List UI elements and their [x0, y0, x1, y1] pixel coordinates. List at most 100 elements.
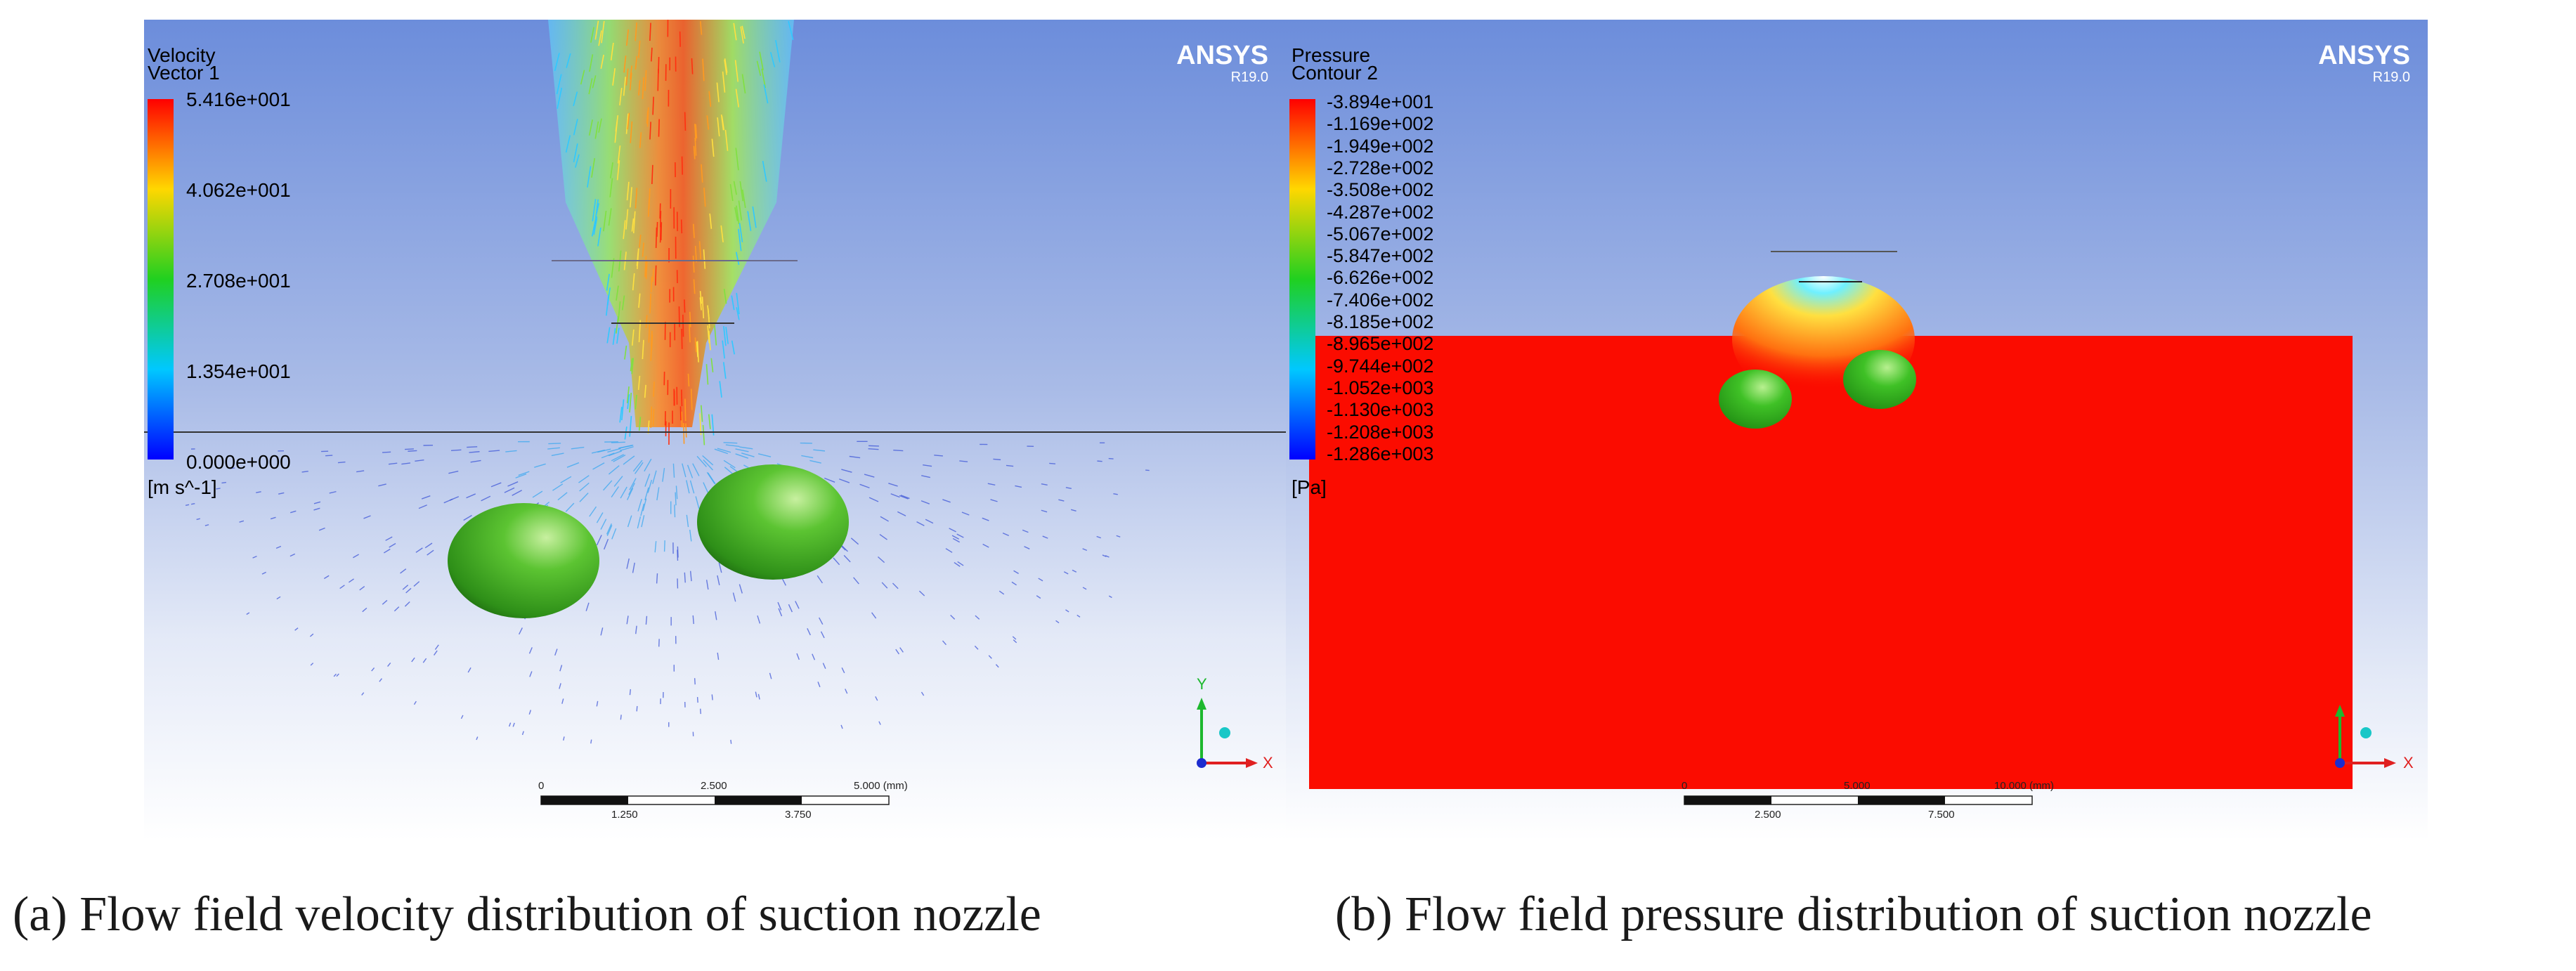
velocity-vector: [711, 138, 715, 157]
velocity-vector: [382, 599, 388, 605]
velocity-vector: [613, 476, 623, 487]
velocity-vector: [422, 658, 427, 663]
legend-tick: 4.062e+001: [186, 179, 291, 201]
velocity-vector: [580, 70, 585, 85]
velocity-vector: [990, 499, 998, 502]
velocity-vector: [656, 573, 658, 584]
velocity-vector: [649, 22, 651, 41]
velocity-vector: [629, 393, 632, 413]
velocity-vector: [738, 200, 743, 221]
velocity-vector: [921, 691, 925, 696]
velocity-vector: [621, 399, 625, 421]
velocity-vector: [626, 615, 629, 625]
velocity-vector: [895, 649, 900, 655]
velocity-vector: [573, 143, 578, 162]
velocity-vector: [591, 221, 596, 237]
velocity-vector: [639, 234, 642, 248]
velocity-vector: [278, 492, 285, 495]
velocity-vector: [707, 308, 710, 329]
velocity-vector: [739, 223, 743, 242]
velocity-vector: [690, 389, 693, 410]
velocity-vector: [684, 572, 686, 583]
velocity-vector: [736, 252, 740, 266]
velocity-vector: [757, 693, 760, 700]
velocity-vector: [724, 59, 727, 75]
velocity-vector: [612, 67, 616, 86]
velocity-vector: [644, 487, 649, 501]
version-label: R19.0: [1230, 70, 1268, 85]
velocity-vector: [871, 612, 877, 619]
velocity-vector: [1082, 548, 1088, 552]
velocity-vector: [624, 345, 627, 360]
velocity-vector: [755, 691, 757, 698]
velocity-vector: [401, 462, 411, 465]
velocity-vector: [735, 89, 739, 107]
velocity-vector: [638, 40, 641, 58]
velocity-vector: [644, 458, 652, 472]
velocity-vector: [759, 51, 764, 70]
velocity-vector: [1012, 636, 1017, 640]
legend-tick: -4.287e+002: [1327, 201, 1434, 223]
velocity-vector: [788, 20, 794, 41]
velocity-vector: [507, 481, 519, 487]
velocity-vector: [481, 495, 491, 502]
velocity-vector: [611, 486, 620, 498]
velocity-vector: [573, 91, 578, 107]
velocity-vector: [708, 91, 712, 107]
velocity-vector: [714, 448, 729, 455]
velocity-vector: [363, 515, 371, 519]
scale-bar-seg: [1684, 796, 1771, 804]
velocity-vector: [1058, 499, 1065, 502]
velocity-vector: [1072, 569, 1077, 573]
velocity-vector: [841, 667, 845, 674]
velocity-vector: [658, 57, 660, 74]
velocity-vector: [578, 475, 590, 483]
caption-b: (b) Flow field pressure distribution of …: [1335, 887, 2372, 941]
velocity-vector: [632, 460, 643, 472]
velocity-vector: [1055, 620, 1060, 624]
velocity-vector: [650, 276, 653, 292]
scale-label: 0: [1681, 780, 1688, 792]
velocity-vector: [620, 715, 622, 720]
legend-tick: -7.406e+002: [1327, 289, 1434, 311]
velocity-vector: [518, 471, 530, 476]
velocity-vector: [521, 731, 524, 736]
velocity-vector: [686, 480, 690, 494]
velocity-vector: [644, 70, 647, 91]
velocity-vector: [449, 496, 460, 501]
velocity-vector: [476, 736, 479, 741]
velocity-vector: [635, 462, 644, 474]
legend-tick: -2.728e+002: [1327, 157, 1434, 178]
velocity-vector: [733, 22, 737, 41]
velocity-vector: [900, 495, 910, 500]
velocity-vector: [593, 216, 598, 231]
velocity-vector: [606, 523, 612, 535]
velocity-vector: [532, 490, 543, 498]
velocity-vector: [689, 480, 695, 494]
velocity-vector: [762, 161, 767, 182]
velocity-vector: [741, 25, 746, 39]
velocity-vector: [415, 459, 424, 462]
velocity-vector: [1041, 483, 1048, 486]
velocity-vector: [685, 423, 687, 438]
velocity-vector: [1105, 555, 1110, 558]
velocity-vector: [822, 663, 826, 669]
velocity-vector: [467, 667, 471, 673]
velocity-vector: [723, 288, 727, 304]
velocity-vector: [777, 601, 782, 611]
velocity-vector: [606, 273, 610, 291]
legend-tick: 1.354e+001: [186, 360, 291, 382]
velocity-vector: [1038, 578, 1043, 582]
velocity-vector: [692, 615, 694, 625]
velocity-vector: [623, 56, 627, 73]
velocity-vector: [801, 455, 814, 459]
velocity-vector: [888, 483, 898, 487]
velocity-vector: [1145, 469, 1150, 471]
velocity-vector: [655, 227, 658, 248]
velocity-vector: [609, 178, 613, 197]
velocity-vector: [638, 80, 641, 96]
velocity-vector: [708, 414, 711, 429]
velocity-vector: [729, 183, 734, 202]
velocity-vector: [982, 517, 989, 521]
velocity-vector: [592, 462, 605, 470]
